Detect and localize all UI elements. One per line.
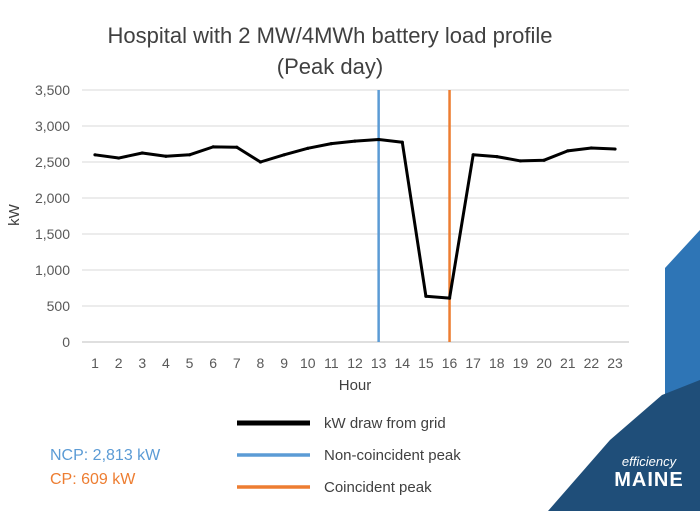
y-axis-label: kW (6, 203, 23, 226)
data-point (140, 151, 144, 155)
y-tick-label: 0 (62, 334, 70, 350)
y-tick-label: 1,000 (35, 262, 70, 278)
x-tick-label: 17 (465, 355, 481, 371)
logo-line-1: efficiency (621, 454, 677, 469)
x-tick-label: 16 (442, 355, 458, 371)
series-layer (93, 137, 617, 300)
data-point (306, 146, 310, 150)
x-tick-label: 3 (138, 355, 146, 371)
data-point (187, 153, 192, 157)
x-tick-label: 6 (209, 355, 217, 371)
y-axis-ticks: 0 500 1,000 1,500 2,000 2,500 3,000 3,500 (35, 82, 70, 350)
data-point (235, 145, 239, 149)
logo-line-2: MAINE (614, 469, 684, 491)
data-point (164, 154, 168, 158)
data-point (329, 142, 333, 146)
data-point (613, 147, 617, 151)
data-point (353, 139, 357, 143)
data-point (211, 145, 215, 149)
x-tick-label: 2 (115, 355, 123, 371)
chart-subtitle: (Peak day) (276, 54, 384, 79)
y-tick-label: 500 (47, 298, 71, 314)
y-tick-label: 1,500 (35, 226, 70, 242)
x-tick-label: 21 (560, 355, 576, 371)
x-axis-label: Hour (339, 377, 372, 394)
x-tick-label: 23 (607, 355, 623, 371)
efficiency-maine-logo: efficiency MAINE (603, 455, 695, 490)
x-tick-label: 18 (489, 355, 505, 371)
gridlines (82, 89, 629, 343)
brand-corner-decoration (548, 230, 700, 511)
x-tick-label: 15 (418, 355, 434, 371)
data-point (542, 158, 546, 162)
peak-lines (377, 90, 451, 342)
x-tick-label: 19 (513, 355, 529, 371)
x-tick-label: 10 (300, 355, 316, 371)
data-point (589, 146, 593, 150)
legend-label: Coincident peak (324, 479, 432, 496)
x-tick-label: 20 (536, 355, 552, 371)
x-tick-label: 13 (371, 355, 387, 371)
x-tick-label: 8 (257, 355, 265, 371)
data-point (93, 153, 97, 157)
y-tick-label: 3,000 (35, 118, 70, 134)
ncp-note: NCP: 2,813 kW (50, 447, 161, 464)
y-tick-label: 2,000 (35, 190, 70, 206)
y-tick-label: 2,500 (35, 154, 70, 170)
legend: kW draw from grid Non-coincident peak Coin… (237, 415, 461, 496)
series-line (94, 137, 616, 300)
data-point (471, 153, 475, 157)
x-tick-label: 11 (324, 355, 339, 371)
data-point (424, 294, 428, 298)
cp-note: CP: 609 kW (50, 471, 136, 488)
data-point (495, 155, 499, 159)
x-tick-label: 4 (162, 355, 170, 371)
data-point (282, 153, 286, 157)
data-point (518, 159, 523, 163)
x-tick-label: 7 (233, 355, 241, 371)
x-tick-label: 22 (584, 355, 600, 371)
data-point (377, 137, 381, 142)
data-point (447, 296, 452, 300)
legend-label: kW draw from grid (324, 415, 446, 432)
data-point (117, 156, 121, 160)
data-point (400, 140, 404, 144)
legend-label: Non-coincident peak (324, 447, 461, 464)
data-point (258, 160, 263, 164)
y-tick-label: 3,500 (35, 82, 70, 98)
chart-title: Hospital with 2 MW/4MWh battery load pro… (107, 23, 553, 48)
x-tick-label: 1 (91, 355, 99, 371)
x-tick-label: 14 (394, 355, 410, 371)
x-tick-label: 9 (280, 355, 288, 371)
data-point (566, 149, 570, 153)
x-tick-label: 5 (186, 355, 194, 371)
x-tick-label: 12 (347, 355, 363, 371)
x-axis-ticks: 1 2 3 4 5 6 7 8 9 10 11 12 13 14 15 16 17 18 19 20 21 22 23 (91, 355, 623, 371)
